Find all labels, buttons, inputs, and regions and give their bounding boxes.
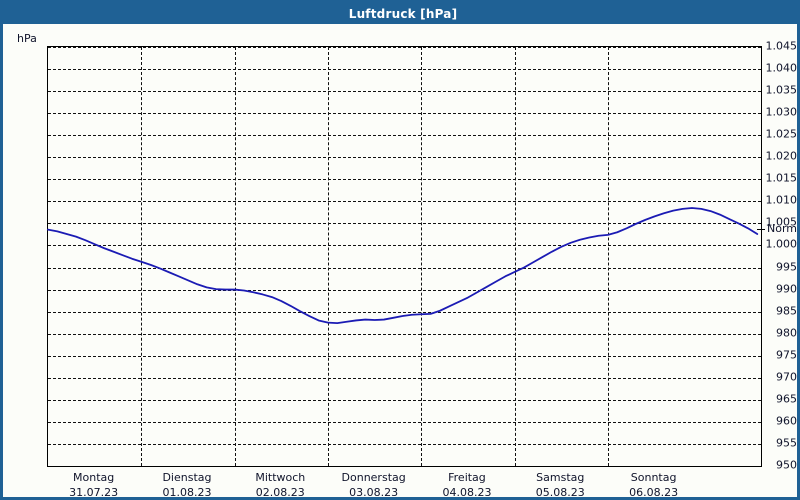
y-axis-tick-label: 955 xyxy=(776,436,797,450)
normal-level-tick-icon xyxy=(757,229,765,231)
y-axis-tick-label: 1.030 xyxy=(765,105,798,119)
y-axis-tick-label: 1.045 xyxy=(765,39,798,53)
gridline-horizontal xyxy=(48,135,761,137)
y-axis-tick-label: 960 xyxy=(776,414,797,428)
x-axis-tick-label: Donnerstag 03.08.23 xyxy=(341,470,406,499)
gridline-vertical xyxy=(607,47,609,466)
gridline-horizontal xyxy=(48,443,761,445)
gridline-horizontal xyxy=(48,179,761,181)
y-axis-tick-label: 985 xyxy=(776,304,797,318)
gridline-horizontal xyxy=(48,289,761,291)
gridline-horizontal xyxy=(48,399,761,401)
x-axis-date: 03.08.23 xyxy=(349,486,399,499)
x-axis-date: 01.08.23 xyxy=(162,486,212,499)
gridline-vertical xyxy=(234,47,236,466)
gridline-horizontal xyxy=(48,245,761,247)
x-axis-date: 05.08.23 xyxy=(535,486,585,499)
x-axis-date: 06.08.23 xyxy=(629,486,679,499)
gridline-horizontal xyxy=(48,157,761,159)
y-axis-tick-label: 965 xyxy=(776,392,797,406)
y-axis-tick-label: 1.020 xyxy=(765,149,798,163)
gridline-horizontal xyxy=(48,267,761,269)
gridline-horizontal xyxy=(48,69,761,71)
gridline-vertical xyxy=(141,47,143,466)
y-axis-tick-label: 950 xyxy=(776,458,797,472)
window-title-bar: Luftdruck [hPa] xyxy=(3,3,797,24)
gridline-vertical xyxy=(327,47,329,466)
x-axis-date: 04.08.23 xyxy=(442,486,492,499)
x-axis-tick-label: Dienstag 01.08.23 xyxy=(162,470,212,499)
gridline-horizontal xyxy=(48,223,761,225)
gridline-horizontal xyxy=(48,311,761,313)
y-axis-tick-label: 995 xyxy=(776,260,797,274)
y-axis-tick-label: 1.015 xyxy=(765,171,798,185)
gridline-horizontal xyxy=(48,355,761,357)
y-axis-tick-label: 1.035 xyxy=(765,83,798,97)
gridline-horizontal xyxy=(48,113,761,115)
x-axis-day-name: Donnerstag xyxy=(341,471,406,484)
x-axis-tick-label: Samstag 05.08.23 xyxy=(535,470,585,499)
x-axis-tick-label: Mittwoch 02.08.23 xyxy=(255,470,306,499)
x-axis-day-name: Dienstag xyxy=(162,471,212,484)
y-axis-tick-label: 1.025 xyxy=(765,127,798,141)
pressure-line-series xyxy=(47,207,759,325)
gridline-vertical xyxy=(514,47,516,466)
x-axis-tick-label: Freitag 04.08.23 xyxy=(442,470,492,499)
gridline-horizontal xyxy=(48,91,761,93)
normal-level-label: Normal xyxy=(767,222,798,236)
x-axis-tick-label: Sonntag 06.08.23 xyxy=(629,470,679,499)
gridline-vertical xyxy=(421,47,423,466)
gridline-horizontal xyxy=(48,421,761,423)
x-axis-day-name: Freitag xyxy=(448,471,486,484)
gridline-horizontal xyxy=(48,333,761,335)
gridline-horizontal xyxy=(48,377,761,379)
y-axis-tick-label: 990 xyxy=(776,282,797,296)
x-axis-tick-label: Montag 31.07.23 xyxy=(69,470,119,499)
x-axis-day-name: Sonntag xyxy=(630,471,677,484)
x-axis-date: 02.08.23 xyxy=(255,486,305,499)
x-axis-date: 31.07.23 xyxy=(69,486,119,499)
y-axis-tick-label: 1.010 xyxy=(765,193,798,207)
y-axis-tick-label: 1.040 xyxy=(765,61,798,75)
x-axis-day-name: Montag xyxy=(73,471,115,484)
page-title: Luftdruck [hPa] xyxy=(348,6,458,21)
y-axis-tick-label: 1.005 xyxy=(765,215,798,229)
x-axis-day-name: Samstag xyxy=(536,471,585,484)
plot-area xyxy=(47,46,762,467)
x-axis-day-name: Mittwoch xyxy=(255,471,306,484)
y-axis-tick-label: 975 xyxy=(776,348,797,362)
y-axis-tick-label: 980 xyxy=(776,326,797,340)
gridline-horizontal xyxy=(48,201,761,203)
gridline-horizontal xyxy=(48,47,761,48)
chart-canvas: hPa 1.045 1.040 1.035 1.030 1.025 1.020 1.015 1… xyxy=(3,24,798,499)
y-axis-tick-label: 970 xyxy=(776,370,797,384)
y-axis-tick-label: 1.000 xyxy=(765,237,798,251)
y-axis-title: hPa xyxy=(17,32,37,45)
